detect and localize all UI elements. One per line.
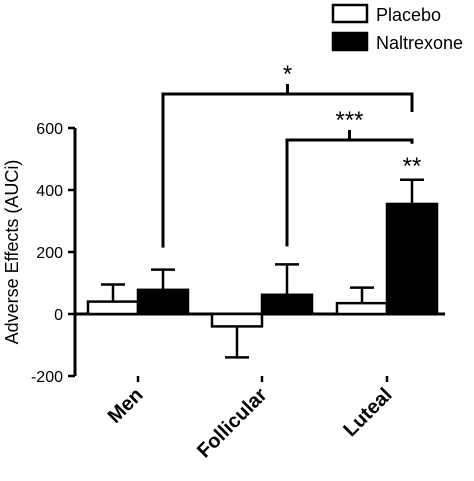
legend-swatch-naltrexone <box>331 31 369 52</box>
bar-placebo-follicular <box>210 312 264 328</box>
y-tick-label: -200 <box>31 369 63 386</box>
bar-placebo-luteal <box>335 301 389 316</box>
bar-naltrexone-follicular <box>260 293 314 316</box>
legend-label-placebo: Placebo <box>376 5 441 25</box>
legend-label-naltrexone: Naltrexone <box>376 33 463 53</box>
significance-label: * <box>283 61 292 88</box>
bar-naltrexone-men <box>136 288 190 316</box>
legend: Placebo Naltrexone <box>331 3 463 53</box>
axes: -200 0 200 400 600 Adverse Effects (AUCi) Men F… <box>2 121 445 462</box>
y-tick-label: 0 <box>54 307 63 324</box>
significance-label: *** <box>335 107 363 134</box>
y-tick-label: 600 <box>36 121 63 138</box>
bar-naltrexone-luteal <box>385 202 439 316</box>
significance-label: ** <box>403 153 422 180</box>
significance-annotations: ****** <box>161 61 422 248</box>
x-tick-label: Men <box>104 384 148 428</box>
x-tick-label: Follicular <box>193 384 272 463</box>
y-axis-label: Adverse Effects (AUCi) <box>2 160 22 345</box>
bar-placebo-men <box>86 300 140 316</box>
x-tick-label: Luteal <box>339 384 396 441</box>
y-tick-label: 200 <box>36 245 63 262</box>
bars <box>86 178 439 359</box>
y-tick-label: 400 <box>36 183 63 200</box>
legend-swatch-placebo <box>331 3 369 24</box>
